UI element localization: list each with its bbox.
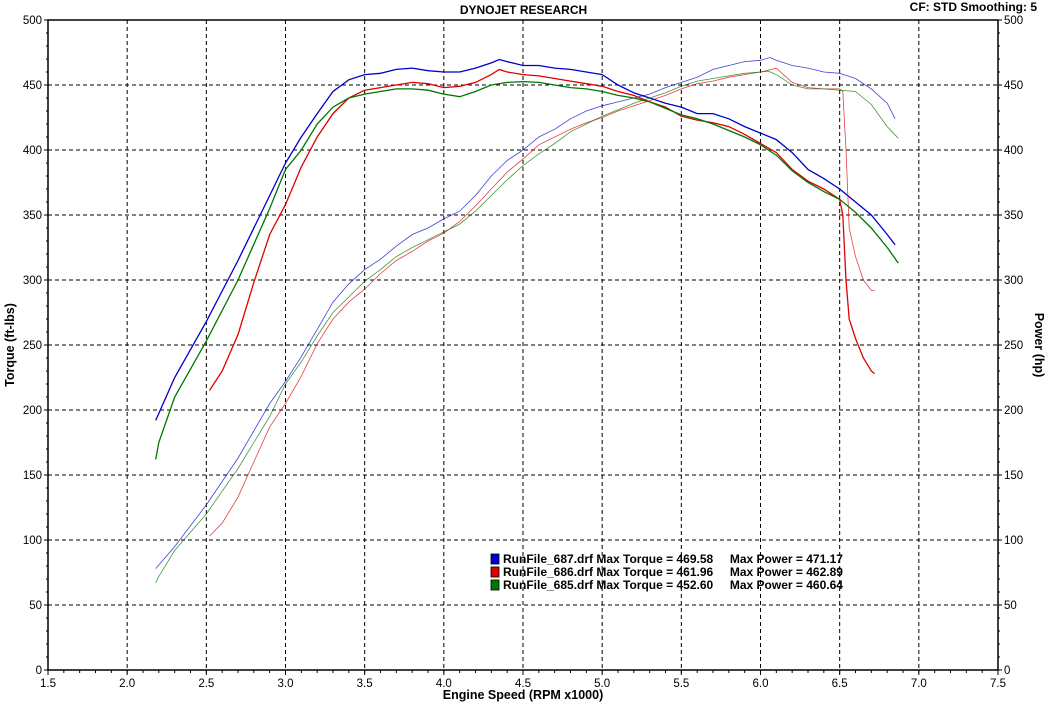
- y-tick-label-left: 400: [23, 145, 42, 157]
- x-tick-label: 5.5: [673, 678, 689, 690]
- x-tick-label: 2.0: [119, 678, 135, 690]
- x-tick-label: 3.0: [278, 678, 294, 690]
- torque-line-runfile-686-drf: [208, 68, 875, 391]
- x-tick-label: 4.0: [436, 678, 452, 690]
- y-tick-label-left: 250: [23, 340, 42, 352]
- x-tick-label: 1.5: [40, 678, 56, 690]
- y-tick-label-left: 300: [23, 275, 42, 287]
- x-tick-label: 6.5: [832, 678, 848, 690]
- y-tick-label-right: 300: [1004, 275, 1023, 287]
- y-tick-label-left: 500: [23, 15, 42, 27]
- y-axis-label-right: Power (hp): [1032, 313, 1046, 378]
- x-tick-label: 3.5: [357, 678, 373, 690]
- torque-line-runfile-685-drf: [155, 80, 899, 460]
- legend-swatch: [490, 579, 500, 591]
- legend-swatch: [490, 553, 500, 565]
- y-tick-label-right: 350: [1004, 210, 1023, 222]
- y-tick-label-left: 150: [23, 470, 42, 482]
- legend-entry: RunFile_685.drf Max Torque = 452.60 Max …: [503, 578, 843, 592]
- chart-title: DYNOJET RESEARCH: [459, 3, 588, 17]
- y-tick-label-right: 0: [1004, 665, 1010, 677]
- series-lines: [155, 57, 899, 584]
- y-tick-label-right: 200: [1004, 405, 1023, 417]
- x-axis-label: Engine Speed (RPM x1000): [443, 688, 603, 702]
- x-tick-label: 7.5: [990, 678, 1006, 690]
- y-tick-label-right: 450: [1004, 80, 1023, 92]
- y-tick-label-left: 0: [36, 665, 42, 677]
- power-line-runfile-685-drf: [155, 70, 899, 584]
- x-tick-label: 5.0: [594, 678, 610, 690]
- y-tick-label-right: 400: [1004, 145, 1023, 157]
- legend-swatch: [490, 566, 500, 578]
- legend: RunFile_687.drf Max Torque = 469.58 Max …: [490, 552, 843, 592]
- y-tick-label-left: 100: [23, 535, 42, 547]
- legend-entry: RunFile_686.drf Max Torque = 461.96 Max …: [503, 565, 843, 579]
- x-tick-label: 7.0: [911, 678, 927, 690]
- power-line-runfile-687-drf: [155, 57, 896, 569]
- y-tick-label-right: 500: [1004, 15, 1023, 27]
- correction-factor-label: CF: STD Smoothing: 5: [909, 0, 1037, 14]
- x-tick-label: 2.5: [198, 678, 214, 690]
- y-tick-label-right: 250: [1004, 340, 1023, 352]
- y-tick-label-right: 150: [1004, 470, 1023, 482]
- plot-frame: [47, 19, 999, 671]
- y-tick-label-left: 450: [23, 80, 42, 92]
- y-tick-label-right: 100: [1004, 535, 1023, 547]
- y-tick-label-left: 350: [23, 210, 42, 222]
- y-tick-label-left: 50: [29, 600, 42, 612]
- y-tick-label-right: 50: [1004, 600, 1017, 612]
- legend-entry: RunFile_687.drf Max Torque = 469.58 Max …: [503, 552, 843, 566]
- y-axis-label-left: Torque (ft-lbs): [3, 303, 17, 387]
- grid-lines: [48, 20, 998, 670]
- y-tick-label-left: 200: [23, 405, 42, 417]
- x-tick-label: 6.0: [753, 678, 769, 690]
- torque-line-runfile-687-drf: [155, 58, 896, 421]
- x-tick-label: 4.5: [515, 678, 531, 690]
